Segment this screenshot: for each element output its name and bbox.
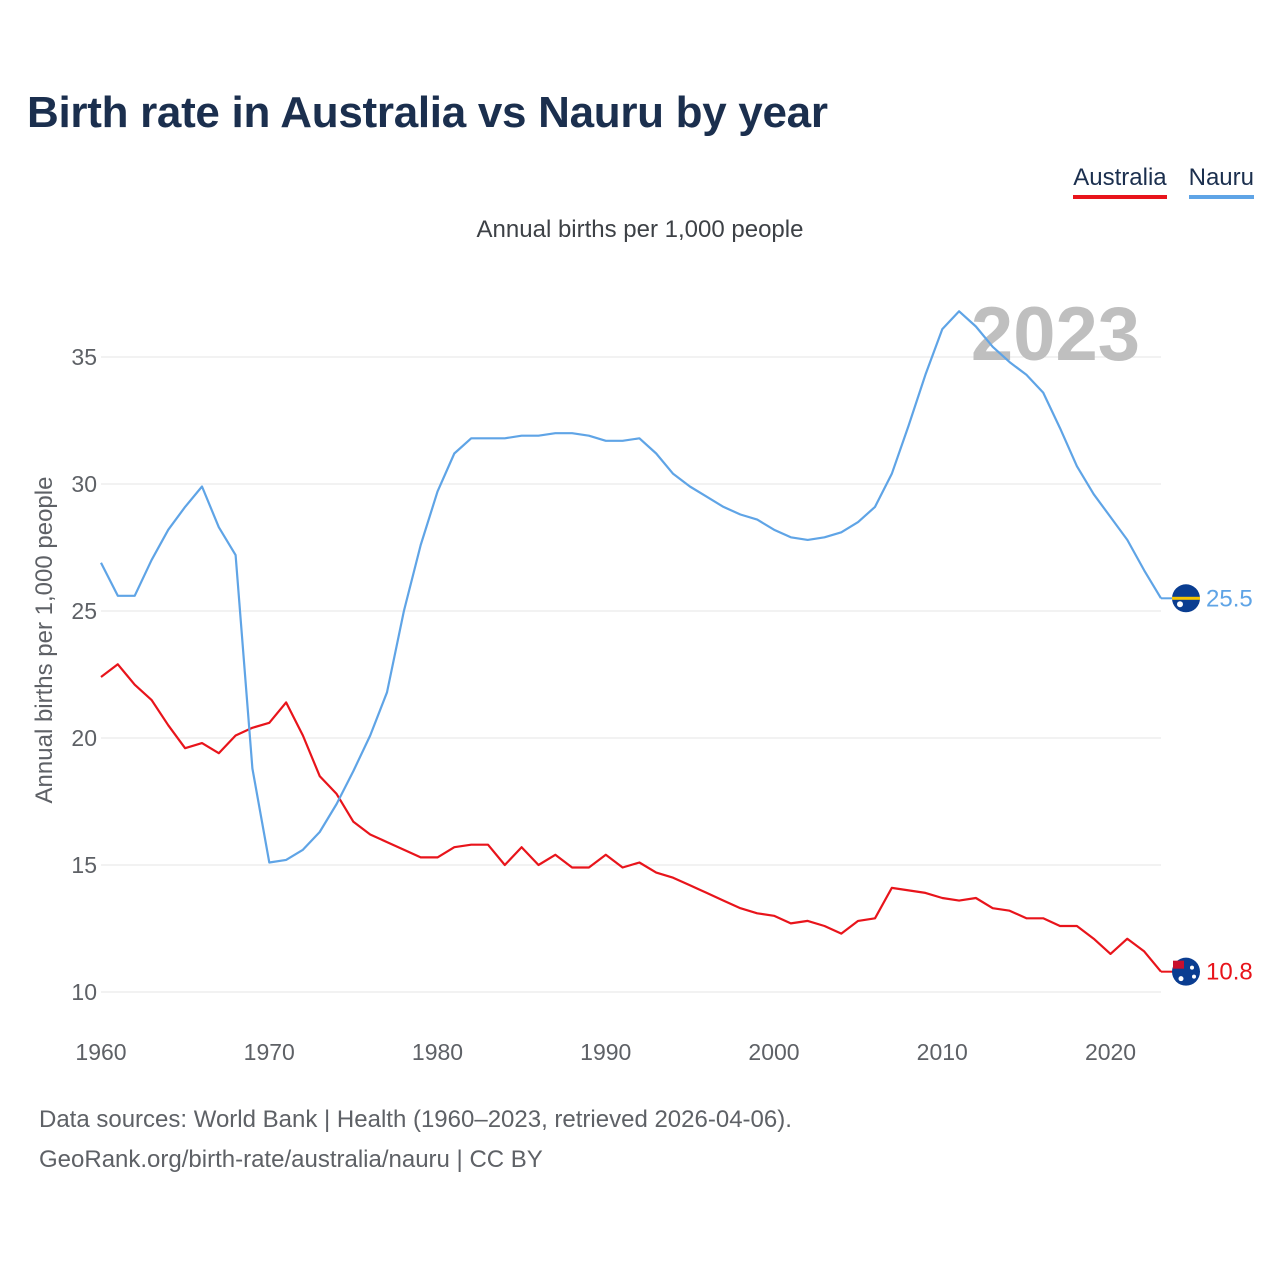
x-tick-label: 1990 xyxy=(580,1039,631,1065)
chart-subtitle: Annual births per 1,000 people xyxy=(476,216,804,243)
x-tick-label: 1970 xyxy=(244,1039,295,1065)
series-lines xyxy=(100,310,1162,973)
legend: Australia Nauru xyxy=(1073,164,1254,199)
source-url[interactable]: GeoRank.org/birth-rate/australia/nauru |… xyxy=(39,1146,543,1173)
series-line-nauru[interactable] xyxy=(100,310,1162,864)
x-axis-ticks: 1960 1970 1980 1990 2000 2010 2020 xyxy=(75,1039,1136,1065)
legend-item-nauru[interactable]: Nauru xyxy=(1188,164,1254,199)
y-tick-label: 15 xyxy=(71,852,97,878)
y-tick-label: 35 xyxy=(71,344,97,370)
y-tick-label: 20 xyxy=(71,725,97,751)
year-watermark: 2023 xyxy=(971,292,1140,377)
x-tick-label: 1980 xyxy=(412,1039,463,1065)
chart-title: Birth rate in Australia vs Nauru by year xyxy=(27,88,828,137)
x-tick-label: 2010 xyxy=(917,1039,968,1065)
flag-star xyxy=(1178,976,1184,982)
flag-star xyxy=(1190,965,1194,970)
y-tick-label: 10 xyxy=(71,979,97,1005)
series-line-australia[interactable] xyxy=(100,663,1162,973)
flag-star xyxy=(1192,974,1196,979)
y-axis-ticks: 10 15 20 25 30 35 xyxy=(71,344,97,1005)
x-tick-label: 2020 xyxy=(1085,1039,1136,1065)
flag-star xyxy=(1177,601,1183,608)
series-end-markers: 10.8 25.5 xyxy=(1161,584,1253,986)
y-tick-label: 30 xyxy=(71,471,97,497)
x-tick-label: 1960 xyxy=(75,1039,126,1065)
flag-australia-icon xyxy=(1161,957,1200,986)
end-value-label-australia: 10.8 xyxy=(1206,959,1253,986)
y-axis-label: Annual births per 1,000 people xyxy=(31,477,58,804)
source-text: Data sources: World Bank | Health (1960–… xyxy=(39,1106,792,1133)
y-tick-label: 25 xyxy=(71,598,97,624)
x-tick-label: 2000 xyxy=(748,1039,799,1065)
flag-canton xyxy=(1173,960,1184,969)
legend-item-australia[interactable]: Australia xyxy=(1073,164,1167,199)
flag-stripe xyxy=(1172,596,1200,600)
gridlines xyxy=(101,356,1161,993)
end-value-label-nauru: 25.5 xyxy=(1206,585,1253,612)
flag-nauru-icon xyxy=(1161,584,1200,613)
